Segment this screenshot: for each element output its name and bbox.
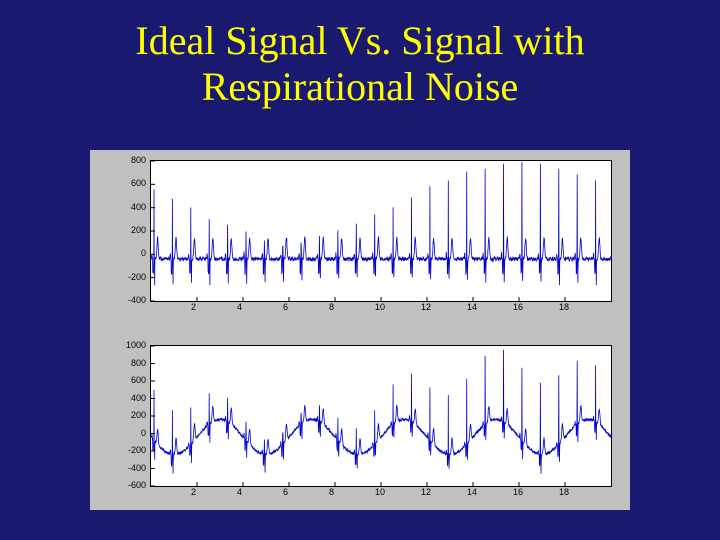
noisy-ytick: 0 (141, 428, 146, 438)
slide: Ideal Signal Vs. Signal with Respiration… (0, 0, 720, 540)
ideal-xtick: 4 (237, 302, 242, 312)
ideal-ytick: -400 (128, 295, 146, 305)
ideal-ytick: 800 (131, 155, 146, 165)
noisy-ytick: -400 (128, 463, 146, 473)
ideal-ytick: 0 (141, 248, 146, 258)
chart-line-noisy (151, 346, 611, 486)
noisy-xtick: 14 (467, 487, 477, 497)
slide-title: Ideal Signal Vs. Signal with Respiration… (0, 0, 720, 110)
noisy-xtick: 6 (283, 487, 288, 497)
title-line-1: Ideal Signal Vs. Signal with (135, 18, 584, 63)
ideal-ytick: 400 (131, 202, 146, 212)
chart-figure: -400 -200 0 200 400 600 800 2 4 6 8 10 12 14 16 18 -600 -… (90, 150, 630, 510)
noisy-ytick: 800 (131, 358, 146, 368)
ideal-xtick: 16 (513, 302, 523, 312)
noisy-ytick: 200 (131, 410, 146, 420)
noisy-xtick: 16 (513, 487, 523, 497)
noisy-xtick: 10 (375, 487, 385, 497)
ideal-xtick: 18 (559, 302, 569, 312)
noisy-ytick: 400 (131, 393, 146, 403)
noisy-xtick: 18 (559, 487, 569, 497)
ideal-xtick: 12 (421, 302, 431, 312)
noisy-xtick: 2 (191, 487, 196, 497)
ideal-xtick: 10 (375, 302, 385, 312)
title-line-2: Respirational Noise (202, 64, 519, 109)
chart-line-ideal (151, 161, 611, 301)
ideal-xtick: 14 (467, 302, 477, 312)
ideal-ytick: 200 (131, 225, 146, 235)
noisy-ytick: -200 (128, 445, 146, 455)
noisy-xtick: 12 (421, 487, 431, 497)
ideal-xtick: 8 (329, 302, 334, 312)
ideal-xtick: 6 (283, 302, 288, 312)
noisy-xtick: 4 (237, 487, 242, 497)
ideal-ytick: -200 (128, 272, 146, 282)
ideal-xtick: 2 (191, 302, 196, 312)
ideal-ytick: 600 (131, 178, 146, 188)
noisy-xtick: 8 (329, 487, 334, 497)
noisy-ytick: 1000 (126, 340, 146, 350)
chart-panel-noisy (150, 345, 612, 487)
noisy-ytick: 600 (131, 375, 146, 385)
chart-panel-ideal (150, 160, 612, 302)
noisy-ytick: -600 (128, 480, 146, 490)
